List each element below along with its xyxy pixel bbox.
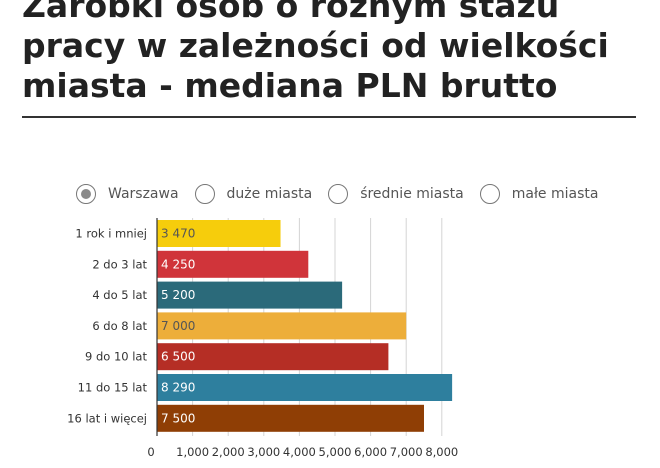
radio-duze-miasta[interactable]: duże miasta (194, 184, 313, 204)
x-tick-label: 7,000 (390, 445, 423, 459)
bar-value-label: 6 500 (161, 350, 195, 364)
bar (157, 343, 389, 371)
radio-selected-icon[interactable] (76, 184, 96, 204)
bar (157, 374, 453, 401)
category-label: 11 do 15 lat (78, 381, 148, 395)
x-tick-label: 6,000 (354, 445, 387, 459)
bar (157, 250, 309, 278)
x-tick-label: 5,000 (319, 445, 352, 459)
radio-label-srednie-miasta: średnie miasta (360, 186, 464, 202)
category-label: 9 do 10 lat (85, 350, 147, 364)
x-tick-label: 3,000 (247, 445, 280, 459)
city-size-selector: Warszawa duże miasta średnie miasta małe… (76, 182, 614, 206)
radio-male-miasta[interactable]: małe miasta (479, 184, 599, 204)
x-tick-label: 2,000 (212, 445, 245, 459)
category-label: 2 do 3 lat (92, 257, 147, 271)
bar-value-label: 3 470 (161, 227, 195, 241)
chart-title: Zarobki osób o różnym stażu pracy w zale… (22, 0, 642, 106)
bar (157, 220, 281, 247)
bar-value-label: 7 000 (161, 319, 195, 333)
radio-label-warszawa: Warszawa (108, 186, 179, 202)
radio-unselected-icon[interactable] (194, 184, 215, 204)
bar (157, 404, 424, 432)
radio-unselected-icon[interactable] (328, 184, 349, 204)
bar (157, 281, 343, 309)
title-underline (22, 116, 636, 118)
x-tick-label: 4,000 (283, 445, 316, 459)
radio-label-duze-miasta: duże miasta (226, 186, 313, 202)
radio-warszawa[interactable]: Warszawa (76, 184, 179, 204)
bar-value-label: 4 250 (161, 257, 195, 271)
category-label: 1 rok i mniej (75, 227, 147, 241)
bar-value-label: 8 290 (161, 381, 195, 395)
radio-label-male-miasta: małe miasta (511, 186, 599, 202)
category-label: 6 do 8 lat (92, 319, 147, 333)
bar-value-label: 7 500 (161, 411, 195, 425)
x-tick-label: 1,000 (176, 445, 209, 459)
bar (157, 312, 407, 340)
radio-srednie-miasta[interactable]: średnie miasta (328, 184, 464, 204)
radio-unselected-icon[interactable] (479, 184, 500, 204)
title-line-1: Zarobki osób o różnym stażu (22, 0, 560, 25)
x-tick-label: 8,000 (425, 445, 458, 459)
bar-value-label: 5 200 (161, 288, 195, 302)
title-line-3: miasta - mediana PLN brutto (22, 66, 558, 105)
title-line-2: pracy w zależności od wielkości (22, 26, 609, 65)
category-label: 4 do 5 lat (92, 288, 147, 302)
x-tick-label: 0 (147, 445, 154, 459)
radio-dot-icon (81, 189, 91, 199)
category-label: 16 lat i więcej (67, 411, 147, 425)
